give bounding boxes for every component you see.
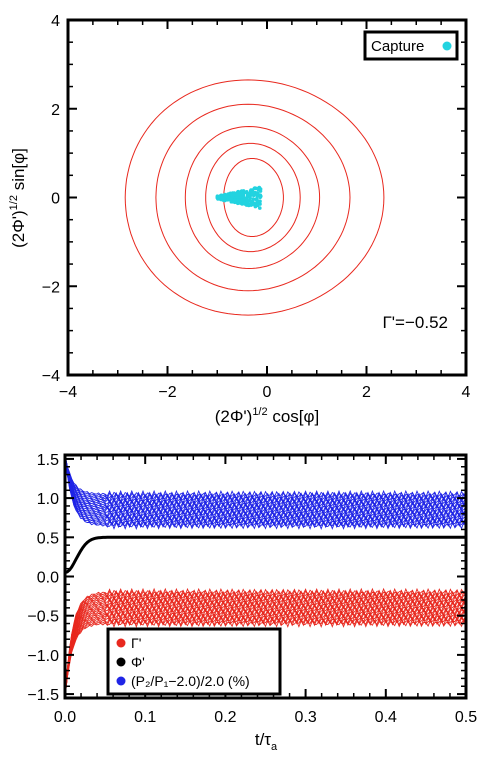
legend-marker-gamma (116, 638, 126, 648)
series-line (65, 599, 466, 698)
time-series-ticks: 0.0 0.1 0.2 0.3 0.4 0.5 −1.5 −1.0 −0.5 0.0 0.5 1.0 1… (27, 452, 477, 726)
trajectory-loop-4 (155, 103, 351, 292)
capture-point (247, 192, 251, 197)
x-tick-label: 0.1 (134, 709, 156, 726)
time-series-points (65, 455, 466, 698)
capture-point (248, 195, 252, 200)
series-line (65, 455, 466, 502)
series-line (65, 455, 466, 517)
y-tick-label: 0.0 (37, 570, 59, 587)
legend-label-capture: Capture (371, 38, 424, 55)
series-line (65, 455, 466, 501)
legend-label-gamma: Γ' (131, 635, 141, 651)
y-tick-label: −0.5 (27, 609, 59, 626)
y-tick-label: −2 (42, 279, 60, 296)
series-line (65, 455, 466, 520)
capture-point (221, 196, 225, 201)
capture-point (247, 203, 251, 208)
x-tick-label: 0.5 (455, 709, 477, 726)
series-line (65, 608, 466, 698)
capture-point (249, 200, 254, 205)
x-tick-label: −4 (59, 384, 77, 401)
phase-plot-ticks: −4 −2 0 2 4 −4 −2 0 2 4 (42, 13, 471, 401)
capture-point (251, 191, 256, 195)
time-series-legend: Γ' Φ' (P₂/P₁−2.0)/2.0 (%) (106, 627, 282, 696)
capture-point (236, 201, 240, 206)
y-tick-label: 1.5 (37, 452, 59, 469)
capture-point (240, 191, 245, 195)
phase-plot-xlabel: (2Φ')1/2 cos[φ] (215, 406, 320, 426)
series-line (65, 587, 466, 698)
y-tick-label: 0 (51, 191, 60, 208)
trajectory-loop-5 (124, 79, 385, 316)
capture-point (230, 193, 235, 198)
legend-marker-phi (116, 657, 126, 667)
capture-point (258, 199, 262, 204)
trajectory-loop-2 (205, 142, 301, 253)
capture-point (254, 192, 259, 196)
phase-plot-ylabel: (2Φ')1/2 sin[φ] (8, 148, 28, 248)
capture-point (225, 198, 230, 202)
x-tick-label: 2 (362, 384, 371, 401)
series-line (65, 589, 466, 698)
y-tick-label: −4 (42, 368, 60, 385)
x-tick-label: 4 (462, 384, 471, 401)
capture-point (240, 198, 245, 203)
y-tick-label: 0.5 (37, 530, 59, 547)
capture-point (248, 189, 253, 193)
capture-point (252, 186, 257, 191)
y-tick-label: 4 (51, 13, 60, 30)
time-series-data (65, 455, 466, 698)
capture-point (216, 195, 221, 200)
legend-label-phi: Φ' (131, 654, 145, 670)
x-tick-label: 0.0 (54, 709, 76, 726)
capture-point (258, 187, 263, 191)
x-tick-label: −2 (158, 384, 176, 401)
time-series-plot: 0.0 0.1 0.2 0.3 0.4 0.5 −1.5 −1.0 −0.5 0.0 0.5 1.0 1… (27, 452, 477, 753)
trajectory-loop-3 (184, 125, 321, 270)
series-line (65, 455, 466, 499)
time-series-xlabel: t/τa (255, 730, 278, 753)
series-line (65, 535, 466, 575)
y-tick-label: 2 (51, 102, 60, 119)
x-tick-label: 0.3 (294, 709, 316, 726)
x-tick-label: 0.2 (214, 709, 236, 726)
y-tick-label: −1.0 (27, 648, 59, 665)
capture-point (254, 197, 258, 201)
capture-legend: Capture (363, 30, 459, 61)
legend-label-period-ratio: (P₂/P₁−2.0)/2.0 (%) (131, 673, 250, 689)
series-line (65, 455, 466, 530)
capture-point (232, 198, 237, 202)
series-0 (65, 587, 466, 698)
series-1 (65, 535, 466, 575)
series-line (65, 590, 466, 698)
phase-plot: −4 −2 0 2 4 −4 −2 0 2 4 Γ'=−0.52 Capture (2Φ')1/2… (8, 13, 471, 426)
legend-marker-period-ratio (116, 676, 126, 686)
y-tick-label: −1.5 (27, 687, 59, 704)
legend-box (106, 627, 282, 696)
capture-point (245, 198, 250, 203)
legend-marker-capture (442, 41, 452, 51)
series-2 (65, 455, 466, 530)
capture-point (242, 201, 247, 205)
capture-point (253, 203, 257, 207)
y-tick-label: 1.0 (37, 491, 59, 508)
series-line (65, 619, 466, 698)
series-line (65, 455, 466, 511)
capture-point (258, 206, 262, 210)
legend-box (363, 30, 459, 61)
capture-point (229, 197, 234, 201)
x-tick-label: 0.4 (375, 709, 397, 726)
phase-plot-data (124, 79, 385, 316)
capture-points (215, 185, 263, 210)
gamma-annotation: Γ'=−0.52 (382, 313, 448, 332)
x-tick-label: 0 (263, 384, 272, 401)
